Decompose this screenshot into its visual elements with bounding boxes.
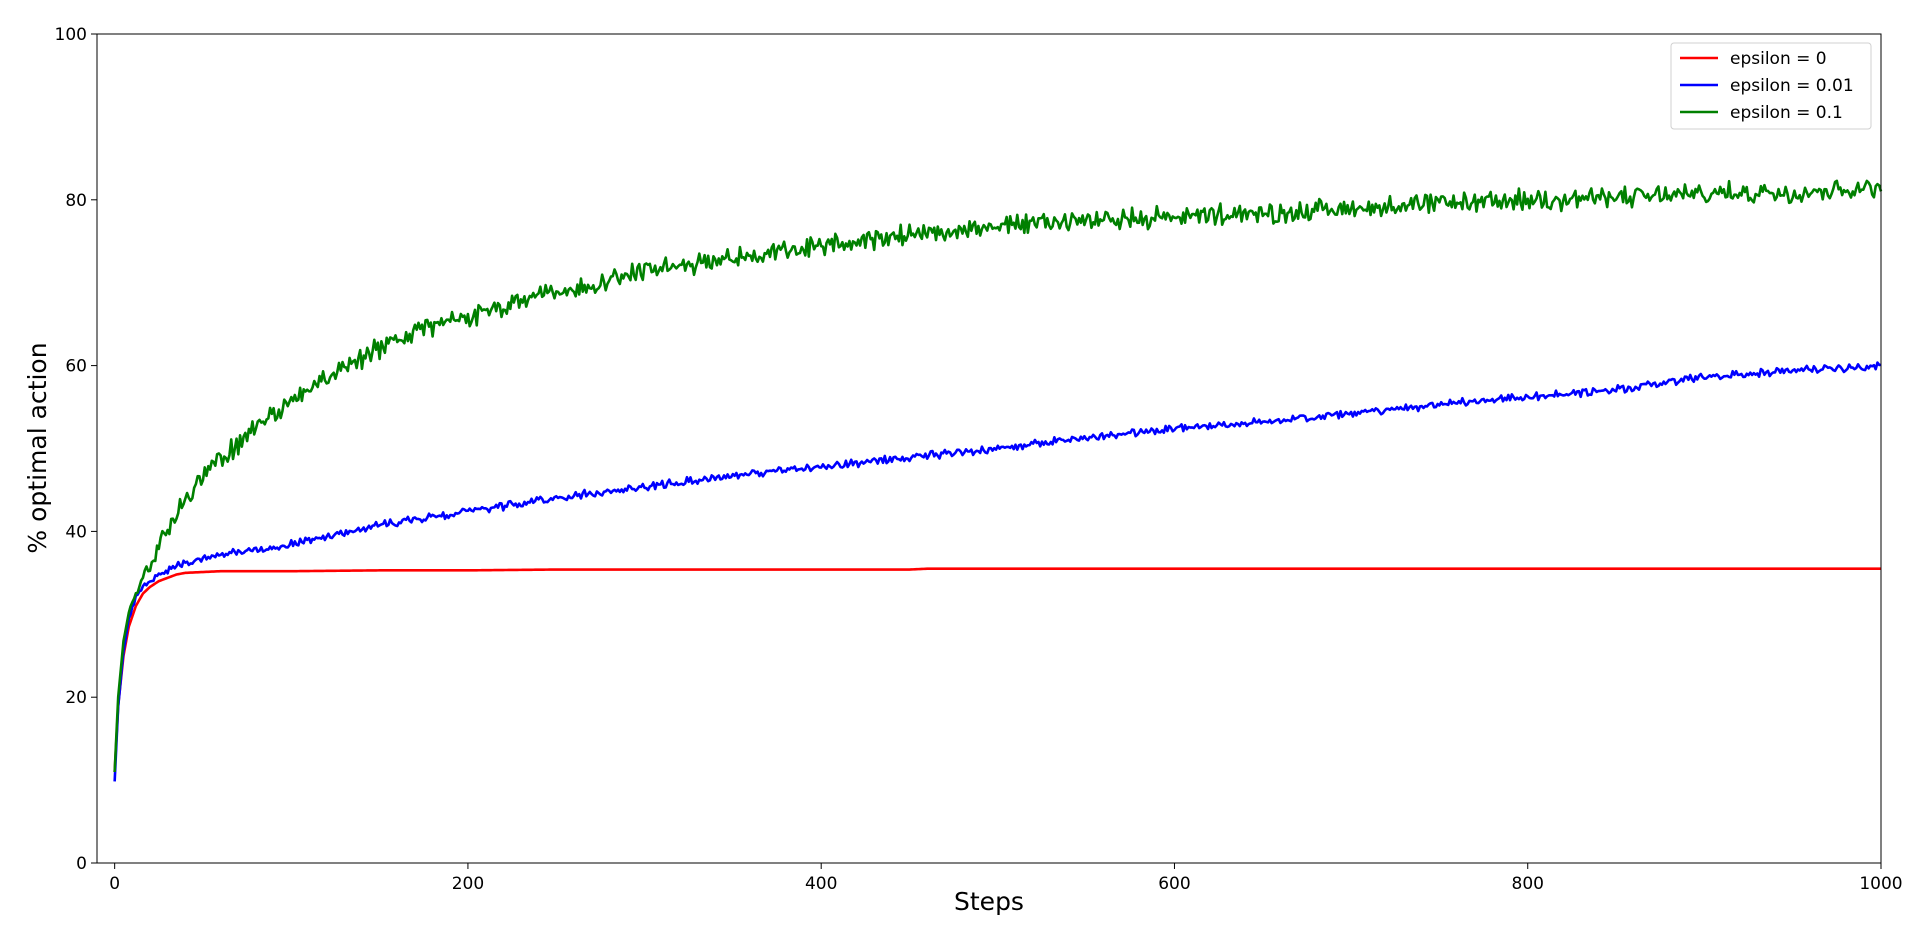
x-tick-label: 0 <box>109 874 120 894</box>
x-tick-label: 400 <box>805 874 837 894</box>
series-line <box>113 179 1883 773</box>
legend-label: epsilon = 0 <box>1730 49 1827 69</box>
y-tick-label: 100 <box>55 25 87 45</box>
plot-frame <box>96 33 1882 864</box>
x-axis: 0 200 400 600 800 1000 <box>109 863 1903 894</box>
series-layer <box>113 179 1883 782</box>
y-axis: 0 20 40 60 80 100 <box>55 25 97 874</box>
series-line <box>113 361 1882 782</box>
y-tick-label: 40 <box>65 522 87 542</box>
legend-label: epsilon = 0.1 <box>1730 103 1843 123</box>
x-tick-label: 1000 <box>1859 874 1902 894</box>
y-tick-label: 60 <box>65 357 87 377</box>
legend-box <box>1670 42 1872 130</box>
x-axis-title: Steps <box>954 887 1024 916</box>
x-tick-label: 200 <box>452 874 484 894</box>
y-axis-title: % optimal action <box>23 342 52 553</box>
x-tick-label: 800 <box>1512 874 1544 894</box>
y-tick-label: 20 <box>65 688 87 708</box>
legend-label: epsilon = 0.01 <box>1730 76 1854 96</box>
legend: epsilon = 0 epsilon = 0.01 epsilon = 0.1 <box>1670 42 1872 130</box>
series-line <box>113 567 1881 772</box>
x-tick-label: 600 <box>1158 874 1190 894</box>
y-tick-label: 80 <box>65 191 87 211</box>
y-tick-label: 0 <box>76 854 87 874</box>
